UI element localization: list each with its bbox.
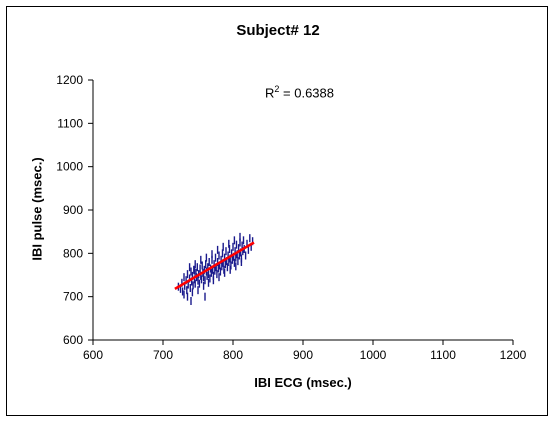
- r2-value: = 0.6388: [279, 85, 334, 101]
- x-tick-label: 700: [153, 348, 173, 362]
- x-tick-label: 1000: [360, 348, 387, 362]
- y-axis-label: IBI pulse (msec.): [29, 157, 45, 261]
- chart-title: Subject# 12: [236, 22, 320, 39]
- y-tick-label: 600: [63, 333, 83, 347]
- y-tick-label: 800: [63, 246, 83, 260]
- r2-superscript: 2: [274, 84, 280, 94]
- x-tick-label: 600: [83, 348, 103, 362]
- r-squared-annotation: R2 = 0.6388: [265, 84, 334, 100]
- x-tick-label: 900: [293, 348, 313, 362]
- x-tick-label: 1100: [430, 348, 456, 362]
- y-tick-label: 900: [63, 203, 83, 217]
- y-tick-label: 1100: [57, 116, 83, 130]
- y-tick-label: 1200: [56, 73, 83, 87]
- y-tick-label: 700: [63, 290, 83, 304]
- x-axis-label: IBI ECG (msec.): [254, 375, 352, 390]
- x-tick-label: 1200: [500, 348, 527, 362]
- y-tick-label: 1000: [56, 160, 83, 174]
- trend-line: [174, 241, 255, 290]
- r2-prefix: R: [265, 85, 275, 101]
- x-tick-label: 800: [223, 348, 243, 362]
- chart-frame: [6, 6, 548, 416]
